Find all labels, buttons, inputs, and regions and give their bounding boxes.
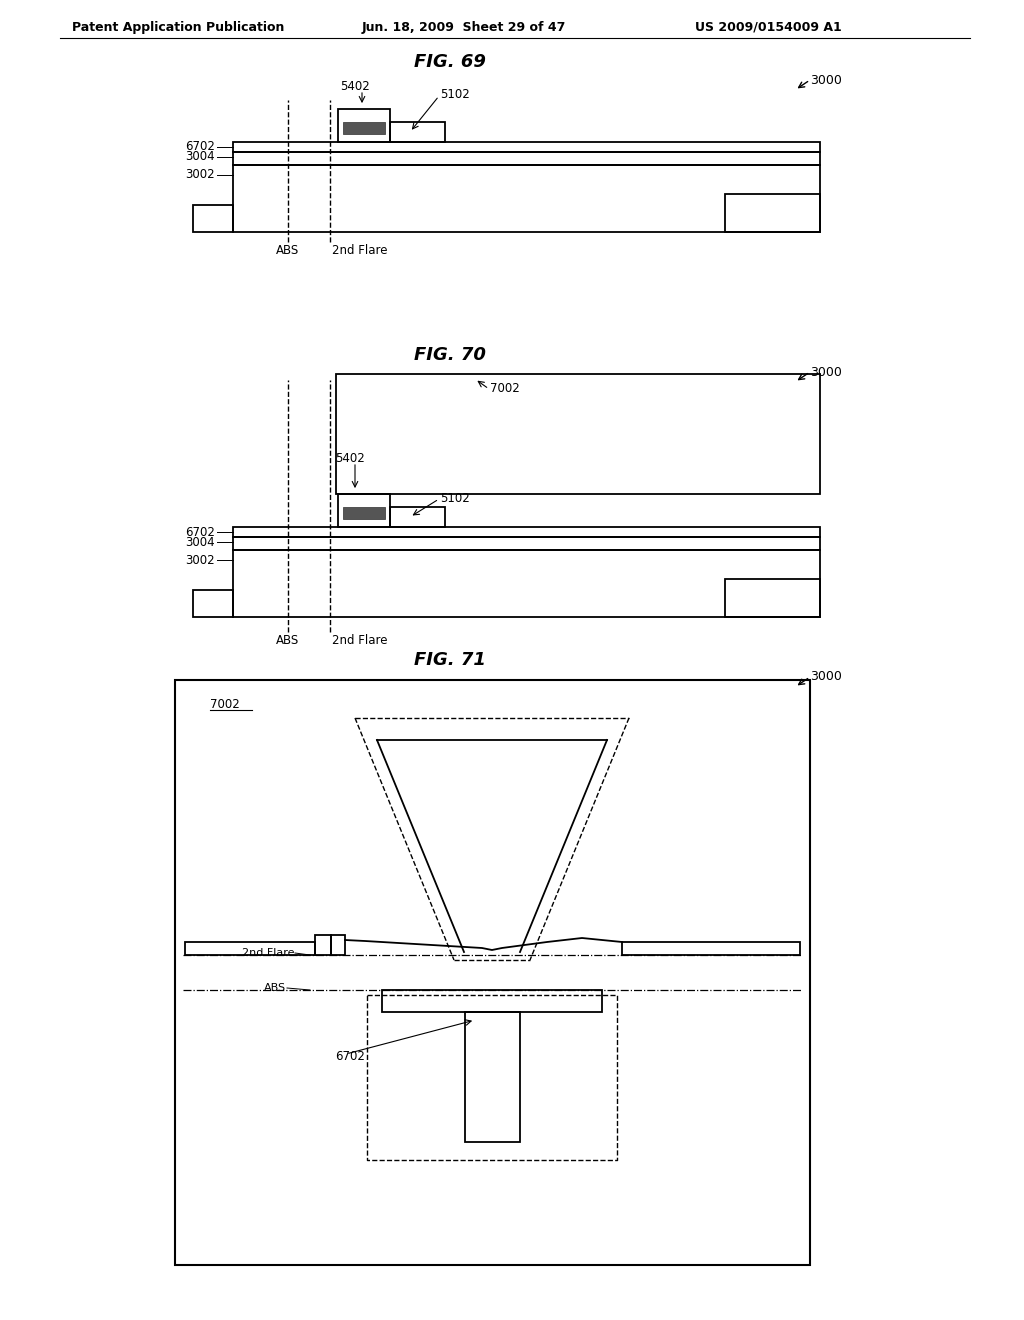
- Bar: [338, 494, 390, 527]
- Bar: [390, 121, 445, 143]
- Bar: [315, 935, 331, 954]
- Text: 5102: 5102: [440, 492, 470, 506]
- Bar: [725, 194, 820, 232]
- Text: FIG. 70: FIG. 70: [414, 346, 486, 364]
- Text: 2nd Flare: 2nd Flare: [332, 243, 388, 256]
- Bar: [185, 942, 315, 954]
- Text: 7002: 7002: [490, 383, 520, 396]
- Text: 3002: 3002: [185, 553, 215, 566]
- Text: Jun. 18, 2009  Sheet 29 of 47: Jun. 18, 2009 Sheet 29 of 47: [362, 21, 566, 33]
- Text: 3000: 3000: [810, 74, 842, 87]
- Bar: [233, 165, 820, 232]
- Text: US 2009/0154009 A1: US 2009/0154009 A1: [695, 21, 842, 33]
- Text: FIG. 69: FIG. 69: [414, 53, 486, 71]
- Text: Patent Application Publication: Patent Application Publication: [72, 21, 285, 33]
- Bar: [233, 143, 820, 152]
- Text: 3000: 3000: [810, 366, 842, 379]
- Bar: [465, 1012, 520, 1142]
- Text: 6702: 6702: [185, 140, 215, 153]
- Text: 3004: 3004: [185, 536, 215, 549]
- Text: 3000: 3000: [810, 671, 842, 684]
- Bar: [233, 550, 820, 616]
- Text: FIG. 71: FIG. 71: [414, 651, 486, 669]
- Text: 2nd Flare: 2nd Flare: [242, 948, 294, 958]
- Text: 7002: 7002: [210, 698, 240, 711]
- Bar: [622, 942, 800, 954]
- Text: 6702: 6702: [185, 525, 215, 539]
- Bar: [336, 374, 820, 494]
- Text: 5402: 5402: [340, 81, 370, 94]
- Text: 2nd Flare: 2nd Flare: [332, 634, 388, 647]
- Bar: [343, 507, 385, 519]
- Text: 3004: 3004: [185, 150, 215, 164]
- Bar: [338, 110, 390, 143]
- Bar: [233, 527, 820, 537]
- Bar: [193, 590, 233, 616]
- Bar: [331, 935, 345, 954]
- Bar: [233, 152, 820, 165]
- Bar: [390, 507, 445, 527]
- Text: 5402: 5402: [335, 453, 365, 466]
- Text: 5102: 5102: [440, 88, 470, 102]
- Bar: [382, 990, 602, 1012]
- Text: 6702: 6702: [335, 1051, 365, 1064]
- Text: 3002: 3002: [185, 169, 215, 181]
- Bar: [233, 537, 820, 550]
- Bar: [725, 579, 820, 616]
- Bar: [343, 121, 385, 135]
- Text: ABS: ABS: [276, 243, 300, 256]
- Bar: [193, 205, 233, 232]
- Text: ABS: ABS: [276, 634, 300, 647]
- Bar: [175, 680, 810, 1265]
- Text: ABS: ABS: [264, 983, 286, 993]
